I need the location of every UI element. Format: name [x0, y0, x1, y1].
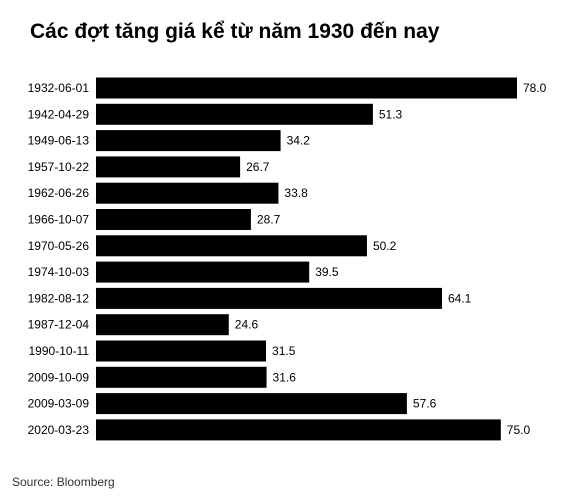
- bar: [96, 182, 279, 204]
- category-label: 1962-06-26: [28, 186, 90, 200]
- bars-group: 1932-06-01 78.0 1942-04-29 51.3 1949-06-13 34…: [28, 77, 547, 441]
- source-note: Source: Bloomberg: [12, 475, 115, 489]
- value-label: 26.7: [246, 160, 270, 174]
- bar: [96, 77, 517, 99]
- category-label: 1966-10-07: [28, 213, 90, 227]
- value-label: 24.6: [235, 318, 259, 332]
- category-label: 2009-03-09: [28, 397, 90, 411]
- bar: [96, 235, 367, 257]
- value-label: 78.0: [523, 81, 547, 95]
- value-label: 34.2: [287, 134, 311, 148]
- bar: [96, 261, 310, 283]
- bar: [96, 419, 501, 441]
- value-label: 31.6: [273, 370, 297, 384]
- category-label: 1982-08-12: [28, 291, 90, 305]
- category-label: 2009-10-09: [28, 370, 90, 384]
- category-label: 1970-05-26: [28, 239, 90, 253]
- category-label: 1990-10-11: [29, 344, 90, 358]
- bar: [96, 314, 229, 336]
- value-label: 50.2: [373, 239, 397, 253]
- bar: [96, 103, 373, 125]
- value-label: 39.5: [315, 265, 339, 279]
- bar: [96, 130, 281, 152]
- chart-title: Các đợt tăng giá kể từ năm 1930 đến nay: [30, 20, 440, 43]
- category-label: 2020-03-23: [28, 423, 90, 437]
- bar: [96, 156, 241, 178]
- bar: [96, 209, 251, 230]
- value-label: 57.6: [413, 397, 437, 411]
- bar: [96, 366, 267, 388]
- bar: [96, 340, 267, 362]
- category-label: 1949-06-13: [28, 134, 90, 148]
- category-label: 1932-06-01: [28, 81, 90, 95]
- bar: [96, 287, 442, 309]
- value-label: 31.5: [272, 344, 296, 358]
- category-label: 1987-12-04: [28, 318, 90, 332]
- value-label: 64.1: [448, 291, 472, 305]
- bar-chart: 1932-06-01 78.0 1942-04-29 51.3 1949-06-13 34…: [28, 77, 547, 441]
- value-label: 75.0: [507, 423, 531, 437]
- bar: [96, 393, 407, 415]
- category-label: 1942-04-29: [28, 107, 90, 121]
- value-label: 33.8: [284, 186, 308, 200]
- category-label: 1957-10-22: [28, 160, 90, 174]
- category-label: 1974-10-03: [28, 265, 90, 279]
- value-label: 28.7: [257, 213, 281, 227]
- value-label: 51.3: [379, 107, 403, 121]
